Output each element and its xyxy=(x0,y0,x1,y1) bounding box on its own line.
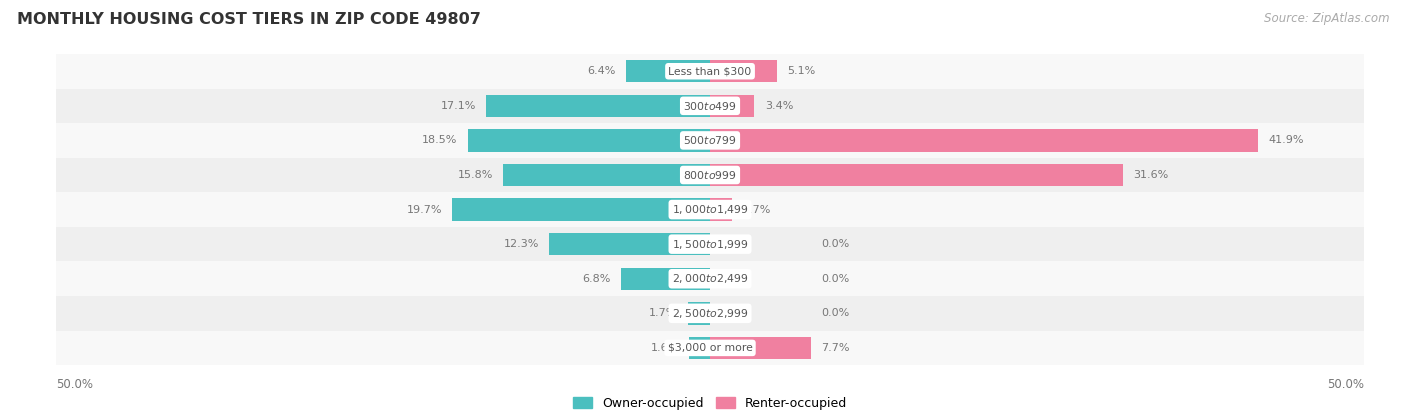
Text: 0.0%: 0.0% xyxy=(821,239,849,249)
Text: $1,000 to $1,499: $1,000 to $1,499 xyxy=(672,203,748,216)
Bar xyxy=(30,88,1391,123)
Bar xyxy=(30,158,1391,192)
Bar xyxy=(710,129,1258,151)
Bar xyxy=(30,227,1391,261)
Text: 50.0%: 50.0% xyxy=(56,378,93,391)
Bar xyxy=(453,198,710,221)
Text: 0.0%: 0.0% xyxy=(821,274,849,284)
Text: 5.1%: 5.1% xyxy=(787,66,815,76)
Bar xyxy=(30,331,1391,365)
Text: 18.5%: 18.5% xyxy=(422,135,458,145)
Bar xyxy=(710,337,811,359)
Bar xyxy=(30,192,1391,227)
Text: $800 to $999: $800 to $999 xyxy=(683,169,737,181)
Text: $3,000 or more: $3,000 or more xyxy=(668,343,752,353)
Text: 1.7%: 1.7% xyxy=(742,205,770,215)
Bar xyxy=(468,129,710,151)
Text: 1.6%: 1.6% xyxy=(651,343,679,353)
Text: MONTHLY HOUSING COST TIERS IN ZIP CODE 49807: MONTHLY HOUSING COST TIERS IN ZIP CODE 4… xyxy=(17,12,481,27)
Bar xyxy=(710,95,755,117)
Text: $300 to $499: $300 to $499 xyxy=(683,100,737,112)
Bar xyxy=(688,302,710,325)
Text: 6.4%: 6.4% xyxy=(588,66,616,76)
Text: Less than $300: Less than $300 xyxy=(668,66,752,76)
Text: 17.1%: 17.1% xyxy=(440,101,477,111)
Text: $2,500 to $2,999: $2,500 to $2,999 xyxy=(672,307,748,320)
Bar xyxy=(626,60,710,83)
Text: 1.7%: 1.7% xyxy=(650,308,678,318)
Bar xyxy=(710,198,733,221)
Bar xyxy=(621,268,710,290)
Legend: Owner-occupied, Renter-occupied: Owner-occupied, Renter-occupied xyxy=(568,392,852,415)
Bar xyxy=(710,164,1123,186)
Text: 6.8%: 6.8% xyxy=(582,274,610,284)
Bar xyxy=(503,164,710,186)
Text: 19.7%: 19.7% xyxy=(406,205,441,215)
Text: 15.8%: 15.8% xyxy=(457,170,494,180)
Text: 0.0%: 0.0% xyxy=(821,308,849,318)
Text: 50.0%: 50.0% xyxy=(1327,378,1364,391)
Bar xyxy=(30,261,1391,296)
Text: 41.9%: 41.9% xyxy=(1268,135,1303,145)
Text: $500 to $799: $500 to $799 xyxy=(683,134,737,146)
Bar xyxy=(486,95,710,117)
Text: 12.3%: 12.3% xyxy=(503,239,538,249)
Bar xyxy=(710,60,776,83)
Bar xyxy=(550,233,710,255)
Bar xyxy=(30,54,1391,88)
Text: $1,500 to $1,999: $1,500 to $1,999 xyxy=(672,238,748,251)
Bar xyxy=(30,123,1391,158)
Bar xyxy=(30,296,1391,331)
Text: 31.6%: 31.6% xyxy=(1133,170,1168,180)
Text: 7.7%: 7.7% xyxy=(821,343,849,353)
Bar xyxy=(689,337,710,359)
Text: 3.4%: 3.4% xyxy=(765,101,793,111)
Text: Source: ZipAtlas.com: Source: ZipAtlas.com xyxy=(1264,12,1389,25)
Text: $2,000 to $2,499: $2,000 to $2,499 xyxy=(672,272,748,285)
